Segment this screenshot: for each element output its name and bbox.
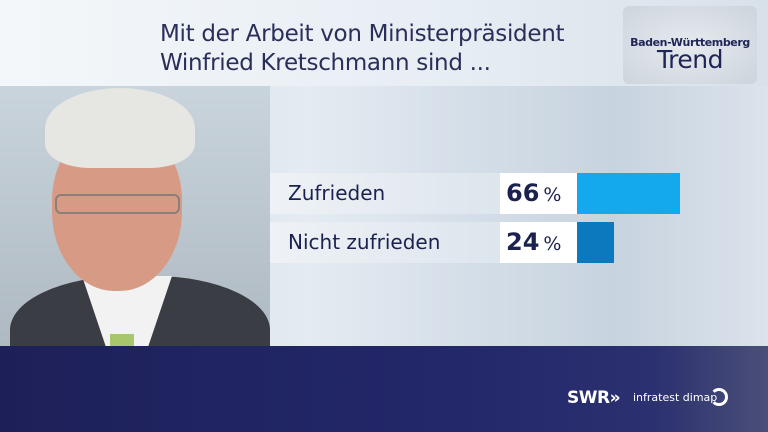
footer-band <box>0 346 768 432</box>
title-line-1: Mit der Arbeit von Ministerpräsident <box>160 21 565 47</box>
data-label: 24% <box>500 222 577 263</box>
bw-trend-logo: Baden-Württemberg Trend <box>615 6 765 84</box>
category-label: Nicht zufrieden <box>270 222 500 263</box>
category-label: Zufrieden <box>270 173 500 214</box>
portrait-photo <box>0 86 270 346</box>
logo-line-1: Baden-Württemberg <box>630 36 750 49</box>
bar <box>577 173 680 214</box>
coat-of-arms-icon <box>623 6 757 84</box>
logo-line-2: Trend <box>657 45 723 74</box>
pollster-label: infratest dimap <box>633 391 718 404</box>
infratest-dimap-icon <box>710 388 728 406</box>
page-title: Mit der Arbeit von Ministerpräsident Win… <box>160 20 565 78</box>
data-label: 66% <box>500 173 577 214</box>
swr-logo: SWR» <box>567 388 621 408</box>
title-line-2: Winfried Kretschmann sind ... <box>160 50 491 76</box>
bar <box>577 222 615 263</box>
